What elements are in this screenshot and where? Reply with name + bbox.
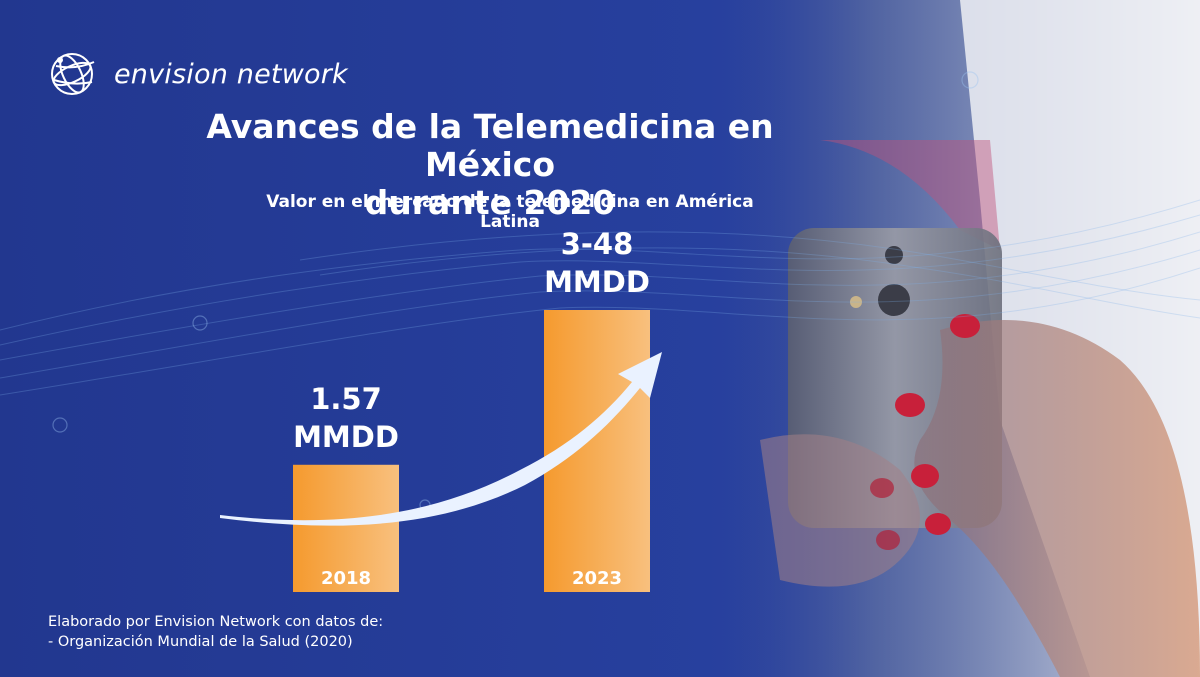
data-label-unit-2023: MMDD bbox=[544, 265, 650, 299]
chart-subtitle: Valor en el mercado de la telemedicina e… bbox=[266, 192, 754, 232]
data-label-unit-2018: MMDD bbox=[293, 420, 399, 454]
category-label-2023: 2023 bbox=[572, 568, 622, 589]
bar-2018 bbox=[293, 464, 399, 592]
data-label-value-2023: 3-48 bbox=[561, 227, 634, 261]
chart-title-line-2: durante 2020 bbox=[364, 183, 616, 222]
category-label-2018: 2018 bbox=[321, 568, 371, 589]
source-note-line-1: Elaborado por Envision Network con datos… bbox=[48, 614, 384, 630]
chart-title-line-1: Avances de la Telemedicina en México bbox=[206, 107, 774, 184]
source-note-line-2: - Organización Mundial de la Salud (2020… bbox=[48, 634, 353, 650]
source-note: Elaborado por Envision Network con datos… bbox=[48, 612, 383, 652]
brand-name: envision network bbox=[114, 58, 348, 90]
brand-logo: envision network bbox=[46, 46, 348, 102]
chart-title: Avances de la Telemedicina en México dur… bbox=[160, 108, 820, 222]
data-label-value-2018: 1.57 bbox=[310, 382, 382, 416]
trend-arrow bbox=[220, 352, 662, 526]
globe-icon bbox=[51, 53, 95, 95]
